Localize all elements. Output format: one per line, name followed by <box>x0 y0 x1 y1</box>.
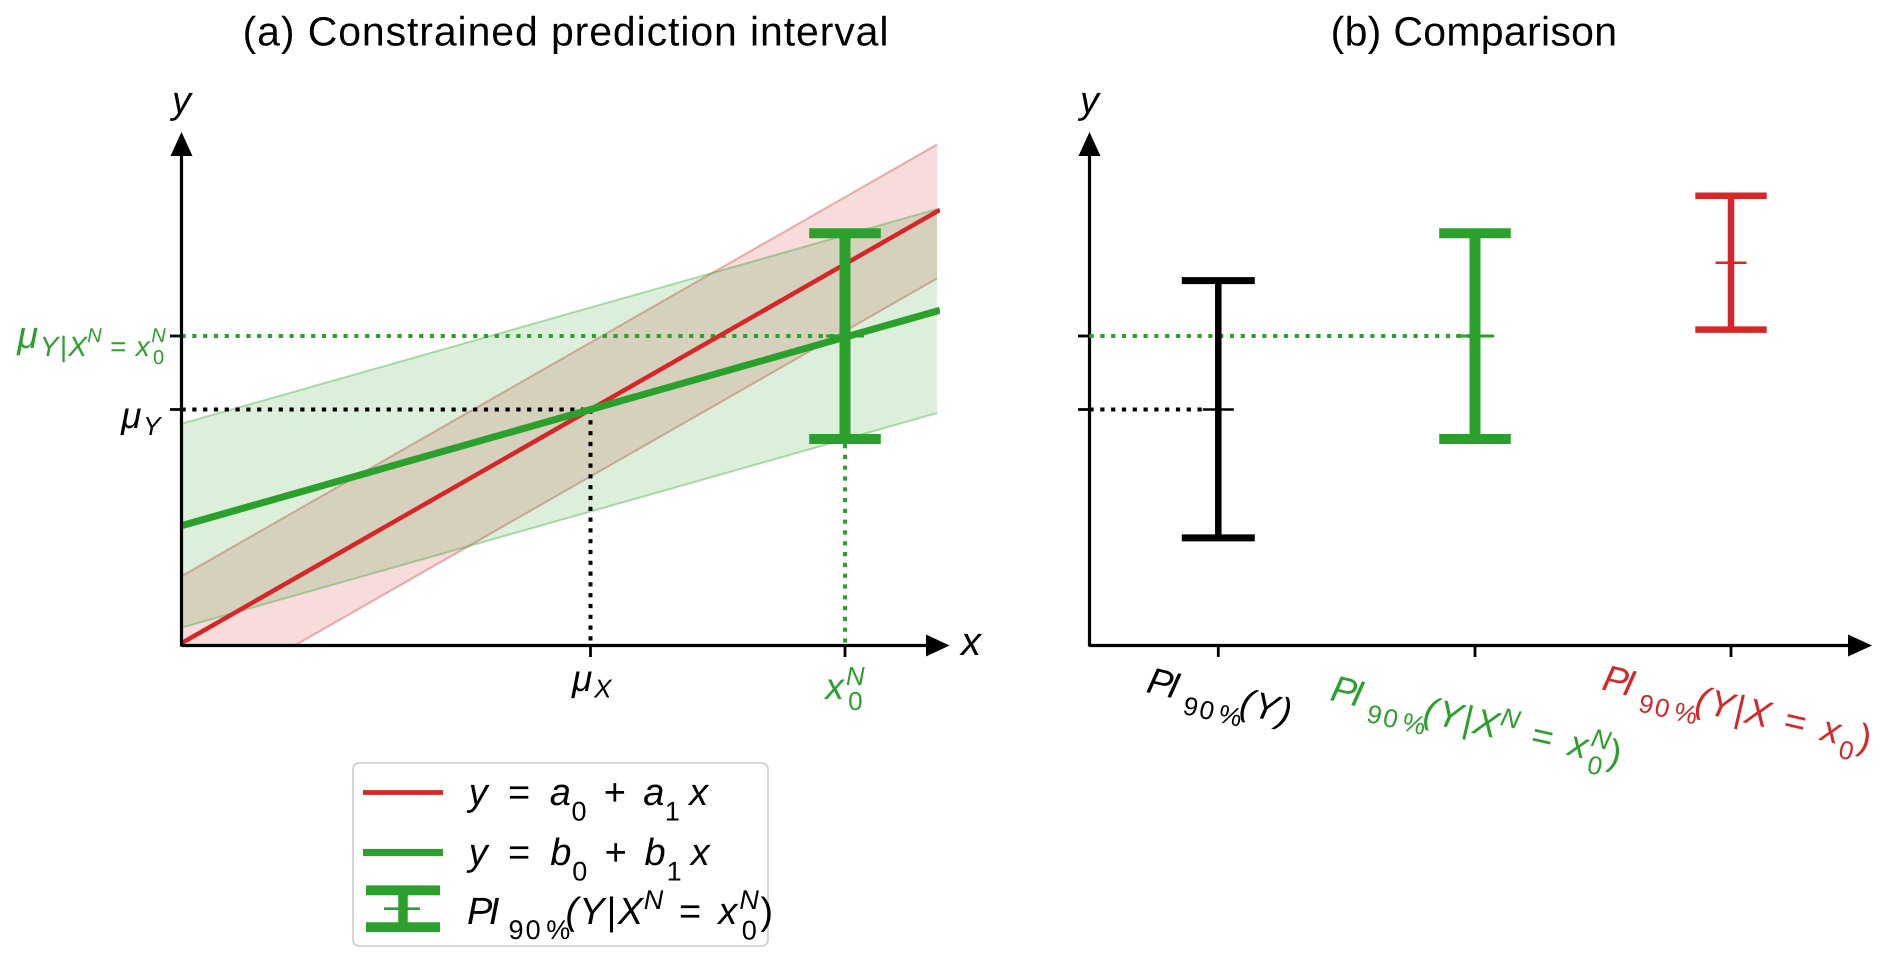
svg-text:0: 0 <box>848 686 862 716</box>
svg-text:X: X <box>617 891 645 933</box>
svg-text:N: N <box>846 661 865 691</box>
svg-text:y: y <box>169 80 193 122</box>
svg-text:N: N <box>87 325 102 347</box>
svg-text:0: 0 <box>1652 692 1673 724</box>
svg-text:I: I <box>489 891 500 933</box>
svg-text:0: 0 <box>572 857 587 887</box>
svg-text:|: | <box>606 891 616 933</box>
svg-text:X: X <box>67 331 88 362</box>
svg-text:9: 9 <box>1636 688 1657 720</box>
svg-text:9: 9 <box>1180 690 1201 722</box>
svg-text:μ: μ <box>571 658 592 699</box>
svg-text:=: = <box>508 772 530 814</box>
svg-text:μ: μ <box>120 395 141 436</box>
svg-text:+: + <box>604 772 626 814</box>
svg-text:9: 9 <box>1364 698 1385 730</box>
svg-text:a: a <box>643 772 664 814</box>
svg-text:0: 0 <box>1585 749 1606 781</box>
svg-text:b: b <box>645 832 666 874</box>
svg-text:X: X <box>593 674 613 704</box>
svg-text:0: 0 <box>526 915 541 945</box>
svg-text:|: | <box>60 331 67 363</box>
svg-text:y: y <box>466 772 490 814</box>
svg-text:(: ( <box>566 891 582 933</box>
svg-text:=: = <box>679 891 701 933</box>
svg-text:0: 0 <box>153 347 164 369</box>
svg-text:): ) <box>760 891 773 933</box>
svg-text:(a) Constrained prediction int: (a) Constrained prediction interval <box>243 9 890 55</box>
svg-text:%: % <box>546 915 570 945</box>
svg-text:x: x <box>134 331 151 362</box>
svg-text:1: 1 <box>667 857 682 887</box>
svg-text:0: 0 <box>572 797 587 827</box>
svg-text:N: N <box>151 325 166 347</box>
svg-text:0: 0 <box>742 916 757 946</box>
svg-text:x: x <box>823 666 845 707</box>
svg-text:1: 1 <box>665 797 680 827</box>
svg-text:9: 9 <box>509 915 524 945</box>
svg-text:(b) Comparison: (b) Comparison <box>1331 9 1618 55</box>
svg-text:x: x <box>716 891 739 933</box>
svg-text:P: P <box>467 891 493 933</box>
svg-text:μ: μ <box>16 315 38 357</box>
svg-text:Y: Y <box>579 891 607 933</box>
svg-text:Y: Y <box>143 411 162 441</box>
svg-text:=: = <box>110 331 126 362</box>
svg-text:+: + <box>605 832 627 874</box>
svg-text:a: a <box>550 772 571 814</box>
svg-text:0: 0 <box>1380 702 1401 734</box>
svg-text:=: = <box>508 832 530 874</box>
svg-text:x: x <box>959 620 983 664</box>
svg-text:y: y <box>466 832 490 874</box>
svg-text:b: b <box>550 832 571 874</box>
svg-text:N: N <box>644 885 664 915</box>
svg-text:y: y <box>1077 80 1101 122</box>
svg-text:0: 0 <box>1197 694 1218 726</box>
svg-text:0: 0 <box>1836 734 1857 766</box>
svg-text:Y: Y <box>40 331 61 362</box>
svg-text:x: x <box>689 832 712 874</box>
svg-text:x: x <box>687 772 710 814</box>
svg-text:N: N <box>739 885 759 915</box>
